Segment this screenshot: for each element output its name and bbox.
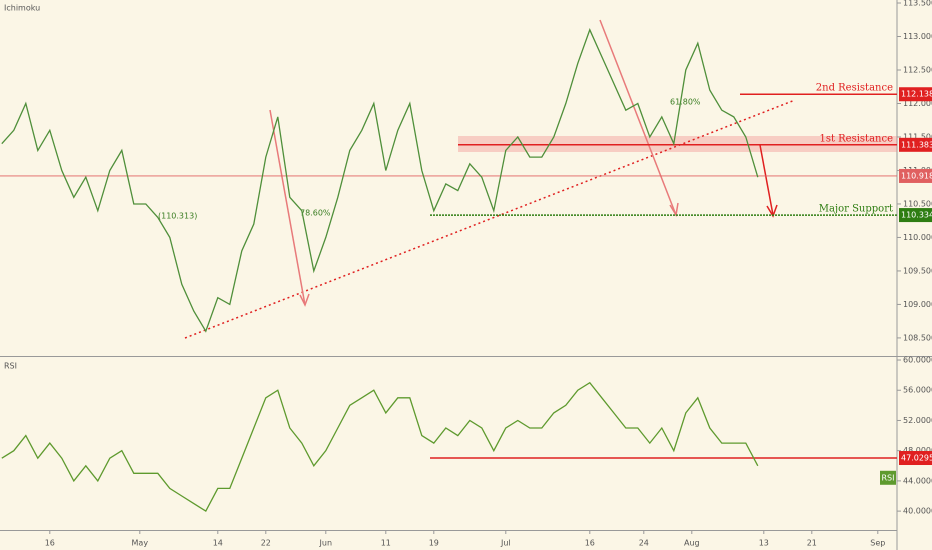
price-box-label: 112.138 <box>901 90 932 99</box>
y-tick-label: 109.500 <box>903 266 932 275</box>
legend-box <box>880 470 896 485</box>
price-box-label: 110.334 <box>901 211 932 220</box>
annotation: (110.313) <box>158 212 197 221</box>
level-label: 2nd Resistance <box>816 83 893 94</box>
price-box <box>899 87 932 102</box>
x-tick-label: 16 <box>45 539 55 548</box>
x-tick-label: 14 <box>213 539 223 548</box>
y-tick-label: 109.000 <box>903 300 932 309</box>
trend-line <box>184 99 796 339</box>
x-tick-label: Jun <box>319 539 333 548</box>
y-tick-label: 110.000 <box>903 233 932 242</box>
x-tick-label: Sep <box>870 539 885 548</box>
price-box <box>899 168 932 183</box>
x-tick-label: 22 <box>261 539 271 548</box>
price-box-label: 47.0295 <box>901 454 932 463</box>
y-tick-label: 108.500 <box>903 333 932 342</box>
price-box <box>899 451 932 466</box>
price-box <box>899 208 932 223</box>
forecast-arrow <box>759 144 778 218</box>
y-tick-label: 48.0000 <box>903 446 932 455</box>
x-tick-label: 24 <box>639 539 649 548</box>
y-tick-label: 112.500 <box>903 65 932 74</box>
price-box-label: 111.383 <box>901 140 932 149</box>
price-box <box>899 137 932 152</box>
y-tick-label: 112.000 <box>903 99 932 108</box>
y-tick-label: 52.0000 <box>903 416 932 425</box>
x-tick-label: Aug <box>684 539 700 548</box>
x-tick-label: 11 <box>381 539 391 548</box>
x-tick-label: May <box>132 539 149 548</box>
y-tick-label: 113.500 <box>903 0 932 8</box>
y-tick-label: 111.500 <box>903 132 932 141</box>
x-tick-label: 21 <box>807 539 817 548</box>
x-tick-label: Jul <box>500 539 511 548</box>
legend-label: RSI <box>882 473 895 482</box>
series-line <box>1 28 759 333</box>
level-label: 1st Resistance <box>819 133 893 144</box>
y-tick-label: 40.0000 <box>903 507 932 516</box>
y-tick-label: 44.0000 <box>903 476 932 485</box>
level-label: Major Support <box>819 204 893 215</box>
y-tick-label: 110.500 <box>903 199 932 208</box>
x-tick-label: 13 <box>759 539 769 548</box>
panel-title: RSI <box>4 362 17 371</box>
annotation: 78.60% <box>300 209 331 218</box>
x-tick-label: 19 <box>429 539 439 548</box>
price-box-label: 110.918 <box>901 171 932 180</box>
arrows <box>269 19 679 307</box>
annotation: 61.80% <box>670 98 701 107</box>
y-tick-label: 113.000 <box>903 32 932 41</box>
series-line <box>1 381 759 513</box>
x-tick-label: 16 <box>585 539 595 548</box>
panel-title: Ichimoku <box>4 4 40 13</box>
resistance-zone <box>458 136 897 152</box>
y-tick-label: 60.0000 <box>903 356 932 365</box>
y-tick-label: 56.0000 <box>903 386 932 395</box>
